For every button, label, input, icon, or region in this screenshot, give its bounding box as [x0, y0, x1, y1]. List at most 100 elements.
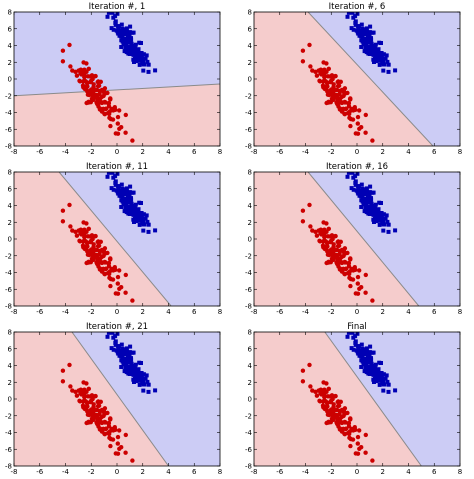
red-point	[339, 260, 345, 266]
red-point	[86, 409, 92, 414]
blue-point	[131, 52, 136, 57]
blue-point	[361, 197, 366, 202]
x-tick-label: 8	[458, 468, 462, 476]
red-point	[77, 238, 82, 243]
blue-point	[132, 60, 136, 64]
red-point	[95, 101, 100, 107]
blue-region	[71, 332, 220, 466]
blue-point	[353, 20, 358, 25]
x-tick-label: -2	[328, 308, 335, 316]
red-point	[97, 88, 103, 94]
red-point	[348, 123, 353, 129]
blue-point	[367, 212, 372, 216]
red-point	[95, 261, 100, 267]
decision-boundary	[71, 332, 169, 466]
red-point	[99, 420, 105, 426]
blue-point	[368, 369, 373, 374]
x-tick-label: -8	[11, 308, 18, 316]
x-tick-label: 0	[355, 308, 359, 316]
blue-point	[363, 45, 368, 50]
red-point	[318, 227, 323, 232]
red-point	[370, 298, 375, 303]
red-point	[93, 233, 98, 239]
blue-region	[14, 12, 220, 96]
red-point	[353, 451, 358, 456]
y-tick-label: 8	[8, 9, 12, 17]
blue-point	[139, 55, 144, 60]
y-tick-label: 2	[8, 219, 12, 227]
red-point	[308, 64, 313, 69]
red-point	[336, 83, 342, 88]
blue-point	[120, 26, 125, 31]
blue-point	[109, 26, 114, 31]
red-point	[130, 298, 135, 303]
red-point	[108, 256, 113, 261]
red-point	[307, 202, 312, 208]
blue-point	[386, 222, 391, 227]
blue-point	[353, 340, 358, 345]
blue-point	[354, 28, 359, 33]
x-tick-label: 6	[192, 308, 197, 316]
blue-point	[128, 40, 133, 45]
red-point	[60, 59, 66, 64]
red-point	[86, 249, 92, 254]
blue-point	[120, 346, 125, 351]
red-point	[341, 250, 347, 255]
x-tick-label: 8	[458, 308, 462, 316]
red-point	[101, 410, 107, 415]
x-tick-label: -6	[276, 308, 284, 316]
blue-point	[124, 40, 129, 45]
blue-point	[127, 47, 132, 52]
blue-point	[114, 28, 119, 33]
blue-point	[119, 33, 124, 38]
red-point	[335, 416, 340, 421]
blue-point	[356, 24, 361, 29]
red-point	[339, 429, 345, 434]
red-point	[78, 227, 84, 232]
red-point	[123, 450, 128, 455]
red-point	[317, 78, 322, 84]
blue-point	[144, 373, 149, 378]
x-tick-label: 6	[432, 148, 437, 156]
blue-point	[153, 388, 158, 393]
red-point	[110, 437, 116, 442]
red-point	[326, 386, 331, 391]
red-point	[67, 362, 72, 368]
red-point	[82, 238, 87, 243]
blue-point	[367, 355, 372, 360]
y-tick-label: 4	[248, 202, 253, 210]
red-point	[85, 84, 90, 89]
blue-point	[359, 205, 364, 209]
blue-point	[359, 353, 364, 358]
red-point	[113, 267, 118, 272]
blue-point	[113, 180, 118, 185]
blue-point	[109, 186, 114, 191]
blue-point	[128, 205, 133, 210]
blue-point	[141, 228, 146, 233]
x-tick-label: -4	[62, 468, 70, 476]
blue-point	[139, 361, 143, 365]
red-point	[113, 291, 119, 296]
blue-point	[136, 367, 141, 372]
blue-point	[119, 342, 124, 347]
red-point	[60, 379, 66, 384]
blue-point	[133, 47, 138, 52]
blue-point	[359, 365, 364, 369]
blue-point	[368, 200, 373, 205]
blue-point	[373, 202, 378, 207]
red-point	[70, 388, 75, 393]
red-point	[77, 78, 82, 84]
blue-point	[373, 376, 378, 380]
red-point	[123, 290, 128, 295]
x-tick-label: -2	[328, 468, 335, 476]
blue-point	[123, 45, 128, 50]
blue-point	[139, 51, 144, 55]
blue-point	[124, 200, 129, 205]
red-point	[310, 68, 315, 73]
blue-point	[131, 212, 136, 217]
red-point	[330, 236, 335, 242]
red-point	[101, 250, 107, 255]
red-point	[339, 420, 345, 426]
red-point	[86, 100, 91, 105]
x-tick-label: 8	[218, 308, 222, 316]
